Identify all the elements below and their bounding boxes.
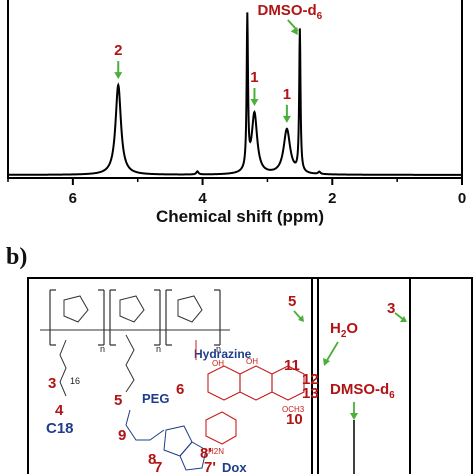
svg-text:PEG: PEG [142, 391, 169, 406]
panel-b-arrow-h2o [325, 341, 339, 363]
svg-text:OCH3: OCH3 [282, 405, 305, 414]
svg-text:10: 10 [286, 411, 303, 428]
panel-b-arrowhead-5 [298, 315, 304, 322]
svg-text:16: 16 [70, 376, 80, 386]
panel-b-arrowhead-dmso [350, 413, 358, 420]
svg-text:7: 7 [154, 459, 162, 474]
svg-text:12: 12 [302, 371, 319, 388]
svg-text:5: 5 [114, 392, 122, 409]
svg-text:8: 8 [148, 451, 156, 468]
peak-annotations: 2 1 1 DMSO-d6 [114, 2, 323, 123]
peak-annotation-label: DMSO-d6 [257, 2, 322, 22]
peak-annotation-arrowhead [290, 26, 298, 35]
svg-text:n: n [100, 344, 105, 354]
svg-text:11: 11 [284, 357, 300, 374]
svg-text:Hydrazine: Hydrazine [194, 347, 252, 361]
svg-text:n: n [216, 344, 221, 354]
peak-annotation-label: 1 [283, 86, 291, 103]
spectrum-series-line [8, 12, 462, 176]
svg-text:4: 4 [55, 402, 64, 419]
panel-b-frame [27, 277, 473, 474]
svg-text:H2N: H2N [208, 447, 224, 456]
svg-text:6: 6 [176, 381, 184, 398]
x-tick-label: 2 [328, 190, 336, 207]
x-axis-tick-labels: 6 4 2 0 [69, 190, 466, 207]
panel-b-arrowhead-3 [400, 316, 407, 322]
svg-text:7': 7' [204, 459, 216, 474]
panel-b-label-h2o: H2O [330, 320, 358, 340]
chemical-structure: n n n 16 3 4 C18 5 PEG 9 8 8' 7 7' Hydra… [40, 289, 319, 474]
plot-frame [7, 0, 463, 179]
svg-text:13: 13 [302, 385, 319, 402]
x-axis-ticks [7, 178, 463, 185]
svg-text:OH: OH [246, 357, 258, 366]
panel-b-label-3: 3 [387, 300, 395, 317]
peak-annotation-arrowhead [282, 115, 291, 123]
x-tick-label: 6 [69, 190, 77, 207]
peak-annotation-arrowhead [250, 99, 259, 107]
panel-b-label-dmso: DMSO-d6 [330, 381, 395, 401]
svg-text:8': 8' [200, 445, 212, 462]
peak-annotation-label: 1 [250, 69, 258, 86]
x-tick-label: 0 [458, 190, 466, 207]
peak-annotation-label: 2 [114, 42, 122, 59]
panel-b-letter: b) [6, 244, 27, 270]
svg-text:9: 9 [118, 427, 126, 444]
peak-annotation-arrowhead [114, 72, 123, 80]
x-tick-label: 4 [198, 190, 207, 207]
x-axis-label: Chemical shift (ppm) [156, 207, 324, 226]
panel-b-label-5: 5 [288, 293, 296, 310]
svg-text:OH: OH [212, 359, 224, 368]
svg-text:n: n [156, 344, 161, 354]
svg-text:3: 3 [48, 375, 56, 392]
panel-b-arrowhead-h2o [323, 358, 330, 366]
svg-text:Dox: Dox [222, 460, 247, 474]
svg-text:C18: C18 [46, 420, 74, 437]
